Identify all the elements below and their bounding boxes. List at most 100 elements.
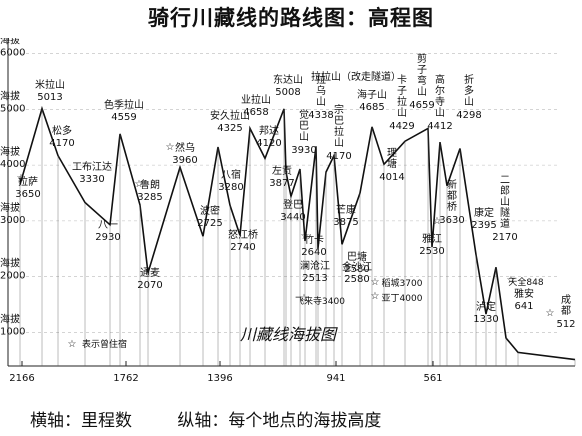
- stop-altitude: 3930: [291, 145, 316, 156]
- y-tick-label: 1000: [0, 326, 25, 337]
- stop-name: 巴: [299, 120, 309, 132]
- stop-name: 巴: [334, 115, 344, 127]
- legend-star: ☆: [68, 339, 77, 350]
- x-tick-label: 2166: [9, 373, 34, 384]
- lodging-star: ☆: [371, 277, 380, 288]
- stop-altitude: 512: [556, 319, 575, 330]
- lodging-star: ☆: [301, 231, 310, 242]
- stop-name: 都: [561, 305, 571, 317]
- y-tick-label-name: 海拔: [0, 145, 20, 158]
- y-tick-label-name: 海拔: [0, 312, 20, 325]
- stop-altitude: 3280: [218, 182, 243, 193]
- stop-altitude: 4170: [49, 138, 74, 149]
- stop-name: 业拉山: [241, 93, 271, 106]
- y-tick-label: 3000: [0, 215, 25, 226]
- stop-altitude: 2740: [230, 242, 255, 253]
- stop-name: 觉: [299, 109, 309, 121]
- stop-name: 山: [435, 107, 445, 119]
- detour-stop-label: 飞来寺3400: [295, 296, 345, 307]
- stop-name: 高: [435, 73, 445, 86]
- y-tick-label: 6000: [0, 48, 25, 59]
- y-tick-label-name: 海拔: [0, 201, 20, 214]
- stop-name: 米拉山: [35, 78, 65, 91]
- stop-name: 剪: [417, 52, 427, 65]
- stop-name: 成: [561, 294, 571, 306]
- stop-altitude: 1330: [473, 314, 498, 325]
- stop-altitude: 4559: [111, 112, 136, 123]
- lodging-star: ☆: [17, 173, 26, 184]
- stop-name: 山: [397, 107, 407, 119]
- stop-name: 山: [334, 137, 344, 149]
- stop-altitude: 4412: [427, 121, 452, 132]
- stop-name: 道: [500, 217, 510, 230]
- x-tick-label: 1762: [113, 373, 138, 384]
- stop-altitude: 3875: [333, 217, 358, 228]
- stop-name: 雅安: [514, 287, 534, 300]
- stop-altitude: 4014: [379, 172, 404, 183]
- stop-altitude: 3630: [439, 215, 464, 226]
- stop-name: 工布江达: [72, 161, 112, 173]
- chart-inner-title: 川藏线海拔图: [240, 325, 338, 344]
- stop-name: 通麦: [140, 267, 160, 279]
- x-tick-label: 941: [326, 373, 345, 384]
- stop-name: 山: [417, 86, 427, 98]
- y-tick-label-name: 海拔: [0, 89, 20, 102]
- x-tick-label: 1396: [207, 373, 232, 384]
- stop-name: 子: [417, 64, 427, 76]
- stop-altitude: 2930: [95, 232, 120, 243]
- stop-name: 乌: [316, 84, 326, 97]
- y-axis-caption: 纵轴：每个地点的海拔高度: [177, 411, 382, 431]
- y-tick-label-name: 海拔: [0, 38, 20, 47]
- stop-altitude: 3650: [15, 189, 40, 200]
- y-tick-label: 4000: [0, 159, 25, 170]
- detour-stop-label: 天全848: [508, 276, 543, 288]
- stop-name: 八一: [98, 220, 118, 231]
- stop-name: 海子山: [357, 88, 387, 101]
- lodging-star: ☆: [371, 291, 380, 302]
- stop-name: 寺: [435, 96, 445, 108]
- stop-name: 怒江桥: [228, 228, 258, 241]
- stop-altitude: 5013: [37, 92, 62, 103]
- stop-name: 子: [397, 85, 407, 97]
- elevation-profile-line: [19, 105, 576, 361]
- stop-name: 康定: [474, 206, 494, 219]
- stop-name: 泸定: [476, 300, 496, 313]
- stop-name: 芒康: [336, 203, 356, 216]
- stop-name: 巴塘: [347, 250, 367, 263]
- stop-name: 隧: [500, 206, 510, 219]
- stop-altitude: 2513: [302, 273, 327, 284]
- stop-name: 拉: [334, 125, 344, 138]
- stop-altitude: 4298: [456, 110, 481, 121]
- lodging-star: ☆: [135, 179, 144, 190]
- stop-name: 左贡: [272, 164, 292, 177]
- stop-altitude: 4338: [308, 110, 333, 121]
- stop-altitude: 3960: [172, 155, 197, 166]
- stop-name: 桥: [447, 201, 457, 213]
- stop-altitude: 2580: [344, 264, 369, 275]
- stop-name: 金沙江: [342, 260, 372, 273]
- x-axis-caption: 横轴：里程数: [30, 411, 132, 431]
- stop-altitude: 3440: [280, 212, 305, 223]
- x-tick-label: 561: [423, 373, 442, 384]
- stop-name: 多: [464, 84, 474, 97]
- stop-altitude: 4659: [409, 100, 434, 111]
- stop-name: 都: [447, 190, 457, 202]
- stop-name: 山: [316, 96, 326, 108]
- stop-name: 澜沧江: [300, 259, 330, 272]
- lodging-star: ☆: [300, 293, 309, 304]
- detour-stop-label: 亚丁4000: [382, 293, 423, 304]
- stop-name: 山: [500, 196, 510, 208]
- stop-altitude: 2580: [344, 274, 369, 285]
- stop-altitude: 641: [514, 301, 533, 312]
- stop-altitude: 4658: [243, 107, 268, 118]
- stop-altitude: 3285: [137, 192, 162, 203]
- stop-name: 折: [464, 73, 474, 86]
- stop-altitude: 2640: [301, 247, 326, 258]
- stop-name: 拉拉山（改走隧道）: [311, 70, 401, 83]
- stop-altitude: 4325: [217, 123, 242, 134]
- page-title: 骑行川藏线的路线图：高程图: [148, 6, 434, 30]
- stop-altitude: 4429: [389, 121, 414, 132]
- stop-name: 色季拉山: [104, 98, 144, 111]
- stop-name: 八宿: [221, 168, 241, 181]
- y-tick-label: 5000: [0, 103, 25, 114]
